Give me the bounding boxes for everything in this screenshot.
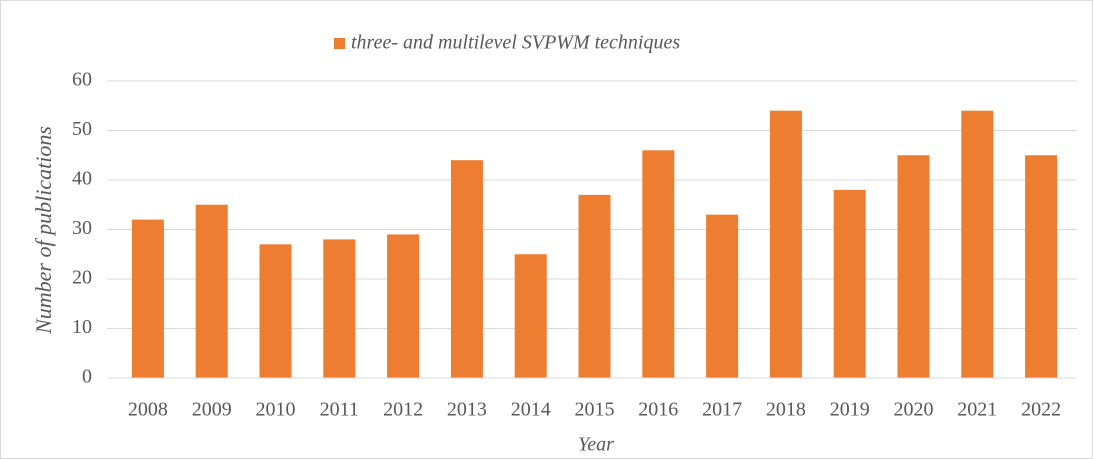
bar xyxy=(769,110,802,378)
bar xyxy=(387,234,420,378)
x-tick-label: 2020 xyxy=(894,399,934,421)
x-tick-label: 2013 xyxy=(447,399,487,421)
bar xyxy=(833,189,866,378)
bar xyxy=(897,155,930,378)
x-tick-label: 2017 xyxy=(702,399,742,421)
y-tick-label: 10 xyxy=(72,316,92,338)
x-tick-label: 2021 xyxy=(957,399,997,421)
y-tick-label: 30 xyxy=(72,217,92,239)
bar xyxy=(961,110,994,378)
x-tick-label: 2008 xyxy=(128,399,168,421)
x-tick-label: 2010 xyxy=(256,399,296,421)
bar xyxy=(642,150,675,378)
y-tick-label: 60 xyxy=(72,69,92,91)
bar xyxy=(1025,155,1058,378)
legend-label: three- and multilevel SVPWM techniques xyxy=(351,32,680,54)
x-tick-label: 2009 xyxy=(192,399,232,421)
bar xyxy=(450,160,483,378)
y-axis-label: Number of publications xyxy=(31,126,56,335)
legend-swatch xyxy=(334,38,345,49)
bar xyxy=(323,239,356,378)
x-axis-label: Year xyxy=(578,434,614,456)
x-tick-label: 2014 xyxy=(511,399,551,421)
x-tick-label: 2018 xyxy=(766,399,806,421)
x-tick-label: 2011 xyxy=(320,399,359,421)
bar xyxy=(514,254,547,378)
bar xyxy=(706,214,739,378)
y-tick-label: 40 xyxy=(72,168,92,190)
bar xyxy=(259,244,292,378)
x-tick-label: 2015 xyxy=(575,399,615,421)
x-tick-label: 2012 xyxy=(383,399,423,421)
y-tick-label: 0 xyxy=(82,366,92,388)
bar xyxy=(578,194,611,378)
x-tick-label: 2016 xyxy=(638,399,678,421)
y-tick-label: 20 xyxy=(72,267,92,289)
bar xyxy=(195,204,228,378)
x-tick-label: 2022 xyxy=(1021,399,1061,421)
bar xyxy=(131,219,164,378)
x-tick-label: 2019 xyxy=(830,399,870,421)
y-tick-label: 50 xyxy=(72,118,92,140)
